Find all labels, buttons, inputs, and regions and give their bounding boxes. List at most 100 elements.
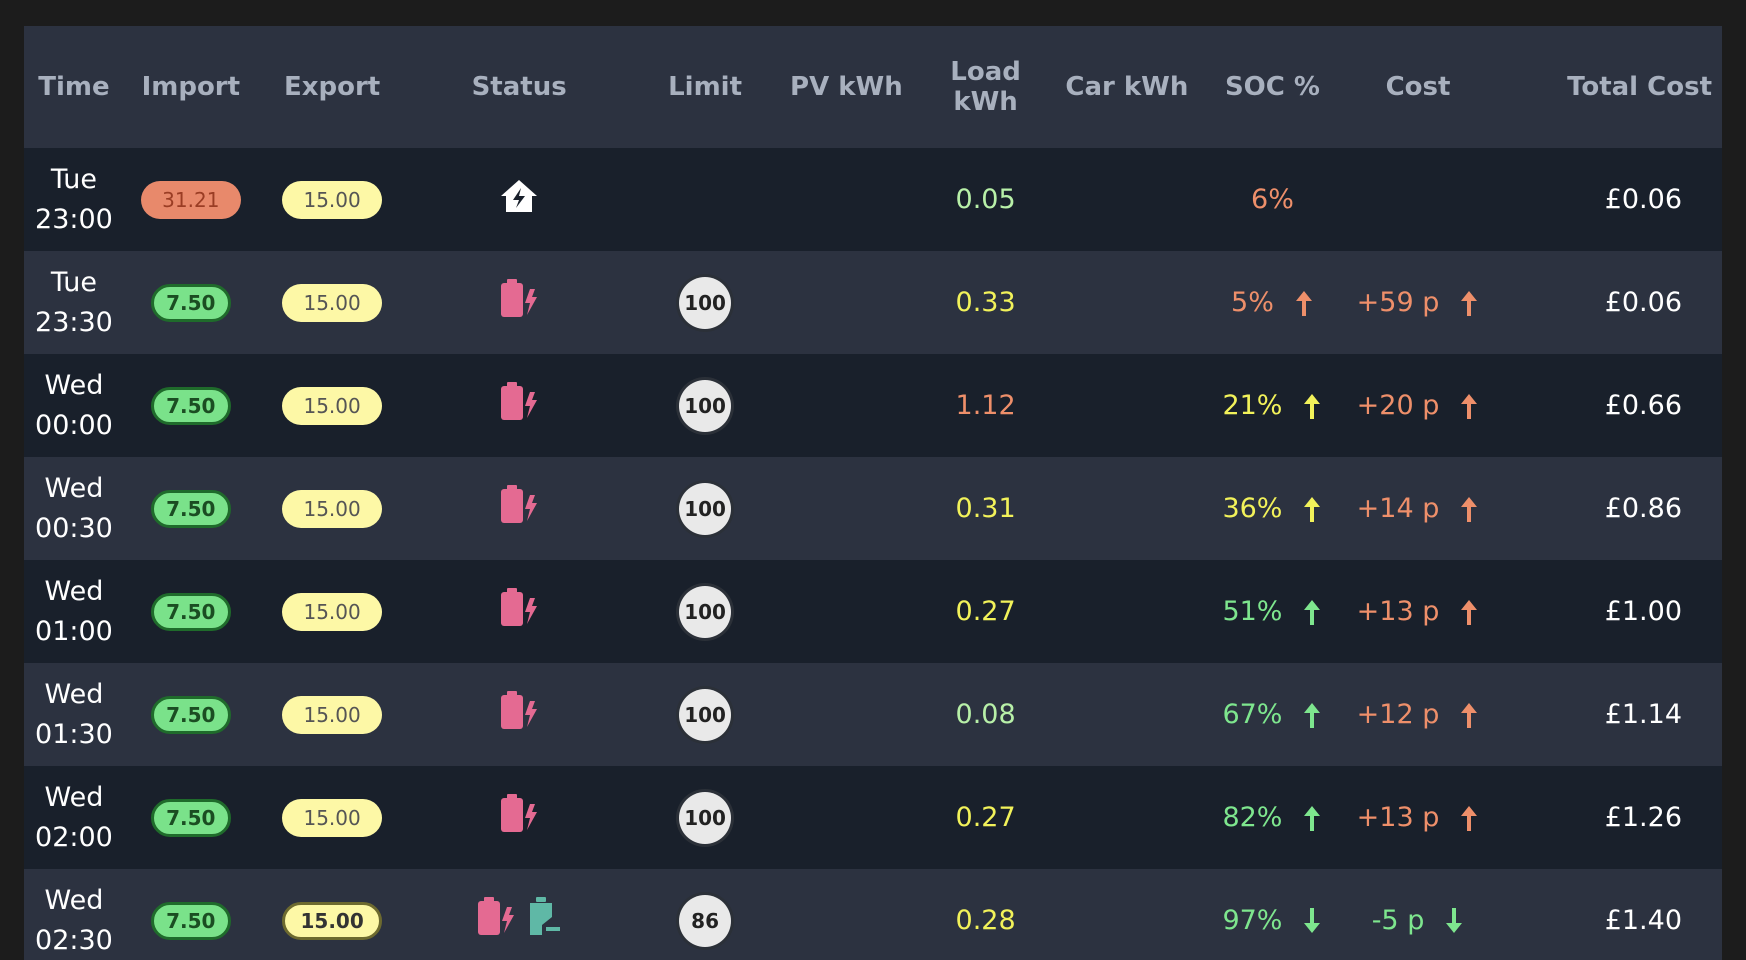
status-icons bbox=[499, 588, 539, 635]
battery-charging-icon bbox=[499, 691, 539, 738]
arrow-up-icon bbox=[1459, 701, 1479, 729]
import-cell: 7.50 bbox=[123, 354, 258, 457]
import-cell: 7.50 bbox=[123, 869, 258, 960]
header-status[interactable]: Status bbox=[471, 72, 567, 102]
car-cell bbox=[1056, 766, 1198, 869]
car-cell bbox=[1056, 354, 1198, 457]
time-day: Tue bbox=[50, 163, 97, 195]
time-cell: Wed 00:00 bbox=[24, 354, 124, 457]
header-import[interactable]: Import bbox=[141, 72, 241, 102]
soc-cell: 36% bbox=[1197, 457, 1348, 560]
import-cell: 7.50 bbox=[123, 766, 258, 869]
header-time[interactable]: Time bbox=[38, 72, 110, 102]
load-cell: 1.12 bbox=[914, 354, 1057, 457]
cost-cell: +59 p bbox=[1347, 251, 1489, 354]
car-cell bbox=[1056, 663, 1198, 766]
status-cell bbox=[406, 354, 632, 457]
cost-cell: -5 p bbox=[1347, 869, 1489, 960]
time-cell: Wed 02:00 bbox=[24, 766, 124, 869]
total-cost-cell: £0.86 bbox=[1488, 457, 1722, 560]
table-row: Wed 02:30 7.50 15.00 86 0.28 97% bbox=[24, 869, 1722, 960]
header-load[interactable]: Load kWh bbox=[950, 57, 1021, 117]
export-cell: 15.00 bbox=[257, 869, 407, 960]
battery-charging-icon bbox=[499, 794, 539, 841]
table-row: Wed 00:30 7.50 15.00 100 0.31 36% bbox=[24, 457, 1722, 560]
status-cell bbox=[406, 251, 632, 354]
pv-cell bbox=[778, 251, 915, 354]
header-limit[interactable]: Limit bbox=[668, 72, 743, 102]
plan-table-card: Time Import Export Status Limit PV kWh L… bbox=[24, 26, 1722, 960]
time-clock: 23:00 bbox=[35, 203, 113, 235]
car-cell bbox=[1056, 560, 1198, 663]
total-cost-cell: £0.06 bbox=[1488, 251, 1722, 354]
time-clock: 01:30 bbox=[35, 718, 113, 750]
arrow-up-icon bbox=[1459, 804, 1479, 832]
total-cost-cell: £0.66 bbox=[1488, 354, 1722, 457]
arrow-down-icon bbox=[1444, 907, 1464, 935]
header-cost[interactable]: Cost bbox=[1385, 72, 1451, 102]
limit-cell: 100 bbox=[631, 560, 779, 663]
export-cell: 15.00 bbox=[257, 354, 407, 457]
time-day: Wed bbox=[44, 884, 104, 916]
time-day: Wed bbox=[44, 575, 104, 607]
total-cost-cell: £1.00 bbox=[1488, 560, 1722, 663]
pv-cell bbox=[778, 560, 915, 663]
status-icons bbox=[499, 178, 539, 221]
time-clock: 01:00 bbox=[35, 615, 113, 647]
limit-cell: 100 bbox=[631, 251, 779, 354]
limit-cell: 86 bbox=[631, 869, 779, 960]
soc-value: 36% bbox=[1222, 493, 1283, 524]
status-icons bbox=[499, 382, 539, 429]
battery-charging-icon bbox=[499, 382, 539, 429]
import-rate-badge: 7.50 bbox=[150, 592, 231, 631]
time-cell: Tue 23:00 bbox=[24, 148, 124, 251]
import-cell: 31.21 bbox=[123, 148, 258, 251]
pv-cell bbox=[778, 766, 915, 869]
status-icons bbox=[499, 794, 539, 841]
export-rate-badge: 15.00 bbox=[282, 798, 383, 837]
limit-badge: 100 bbox=[679, 379, 732, 432]
limit-cell: 100 bbox=[631, 457, 779, 560]
export-cell: 15.00 bbox=[257, 766, 407, 869]
cost-value: +14 p bbox=[1356, 493, 1440, 524]
arrow-up-icon bbox=[1302, 598, 1322, 626]
arrow-up-icon bbox=[1459, 392, 1479, 420]
status-cell bbox=[406, 869, 632, 960]
arrow-up-icon bbox=[1302, 804, 1322, 832]
cost-cell bbox=[1347, 148, 1489, 251]
export-rate-badge: 15.00 bbox=[282, 180, 383, 219]
header-soc[interactable]: SOC % bbox=[1224, 72, 1320, 102]
import-cell: 7.50 bbox=[123, 251, 258, 354]
table-row: Wed 01:00 7.50 15.00 100 0.27 51% bbox=[24, 560, 1722, 663]
total-cost-cell: £0.06 bbox=[1488, 148, 1722, 251]
total-cost-cell: £1.26 bbox=[1488, 766, 1722, 869]
car-cell bbox=[1056, 457, 1198, 560]
soc-value: 51% bbox=[1222, 596, 1283, 627]
time-cell: Wed 00:30 bbox=[24, 457, 124, 560]
header-export[interactable]: Export bbox=[283, 72, 381, 102]
time-day: Tue bbox=[50, 266, 97, 298]
plan-table-body: Tue 23:00 31.21 15.00 0.05 6% bbox=[24, 148, 1722, 960]
time-day: Wed bbox=[44, 369, 104, 401]
import-rate-badge: 7.50 bbox=[150, 386, 231, 425]
status-icons bbox=[499, 279, 539, 326]
limit-cell bbox=[631, 148, 779, 251]
header-total-cost[interactable]: Total Cost bbox=[1567, 72, 1712, 102]
limit-badge: 100 bbox=[679, 276, 732, 329]
import-rate-badge: 7.50 bbox=[150, 489, 231, 528]
table-row: Wed 02:00 7.50 15.00 100 0.27 82% bbox=[24, 766, 1722, 869]
arrow-up-icon bbox=[1302, 392, 1322, 420]
table-row: Wed 01:30 7.50 15.00 100 0.08 67% bbox=[24, 663, 1722, 766]
export-cell: 15.00 bbox=[257, 560, 407, 663]
limit-cell: 100 bbox=[631, 766, 779, 869]
header-pv[interactable]: PV kWh bbox=[790, 72, 903, 102]
limit-cell: 100 bbox=[631, 663, 779, 766]
load-cell: 0.28 bbox=[914, 869, 1057, 960]
status-icons bbox=[499, 691, 539, 738]
export-rate-badge: 15.00 bbox=[282, 386, 383, 425]
pv-cell bbox=[778, 869, 915, 960]
limit-badge: 100 bbox=[679, 482, 732, 535]
arrow-up-icon bbox=[1302, 701, 1322, 729]
header-car[interactable]: Car kWh bbox=[1065, 72, 1189, 102]
time-cell: Wed 02:30 bbox=[24, 869, 124, 960]
